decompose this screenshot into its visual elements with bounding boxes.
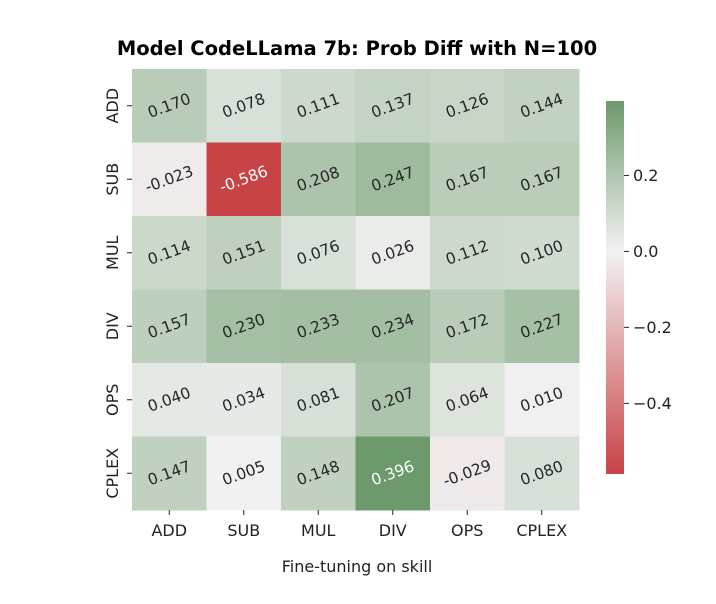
y-tick-label: ADD: [103, 88, 122, 124]
heatmap-cell: [430, 363, 505, 437]
heatmap-cell: [206, 216, 282, 290]
heatmap-cell: [504, 142, 580, 217]
colorbar-tick-label: −0.2: [633, 318, 672, 337]
x-tick-label: OPS: [451, 521, 483, 540]
heatmap-cell: [504, 216, 580, 290]
heatmap-cell: [430, 436, 505, 511]
heatmap-cell: [430, 69, 505, 143]
heatmap-cell: [355, 289, 431, 364]
y-tick-label: MUL: [103, 235, 122, 270]
heatmap-cell: [206, 436, 282, 511]
heatmap-cell: [504, 363, 580, 437]
y-tick-label: SUB: [103, 163, 122, 196]
heatmap-cell: [355, 363, 431, 437]
heatmap-cell: [504, 69, 580, 143]
heatmap-cell: [206, 363, 282, 437]
heatmap-cell: [430, 216, 505, 290]
x-tick-label: SUB: [227, 521, 260, 540]
heatmap-cell: [132, 142, 207, 217]
heatmap-cell: [355, 69, 431, 143]
colorbar: [606, 101, 624, 474]
heatmap-cell: [132, 216, 207, 290]
heatmap-cell: [132, 436, 207, 511]
x-tick-label: CPLEX: [516, 521, 567, 540]
heatmap-cell: [206, 69, 282, 143]
heatmap-cell: [504, 436, 580, 511]
heatmap-cell: [132, 289, 207, 364]
heatmap-cell: [355, 142, 431, 217]
colorbar-tick-label: 0.0: [633, 242, 658, 261]
heatmap-cell: [355, 436, 431, 511]
y-tick-label: CPLEX: [103, 448, 122, 499]
colorbar-tick-label: −0.4: [633, 394, 672, 413]
heatmap-cell: [281, 142, 356, 217]
x-axis-label: Fine-tuning on skill: [282, 557, 433, 576]
heatmap-cell: [355, 216, 431, 290]
heatmap-cell: [206, 289, 282, 364]
y-tick-label: OPS: [103, 384, 122, 416]
y-tick-label: DIV: [103, 312, 122, 340]
heatmap-cell: [504, 289, 580, 364]
heatmap-cell: [281, 436, 356, 511]
heatmap-cell: [430, 289, 505, 364]
heatmap-cell: [281, 289, 356, 364]
heatmap-cell: [281, 216, 356, 290]
heatmap-cell: [132, 69, 207, 143]
x-tick-label: DIV: [379, 521, 407, 540]
heatmap-cell: [430, 142, 505, 217]
x-tick-label: ADD: [151, 521, 187, 540]
heatmap-cell: [206, 142, 282, 217]
colorbar-tick-label: 0.2: [633, 166, 658, 185]
heatmap-cell: [281, 363, 356, 437]
chart-title: Model CodeLLama 7b: Prob Diff with N=100: [117, 37, 597, 60]
x-tick-label: MUL: [301, 521, 336, 540]
heatmap-cell: [281, 69, 356, 143]
heatmap-cell: [132, 363, 207, 437]
